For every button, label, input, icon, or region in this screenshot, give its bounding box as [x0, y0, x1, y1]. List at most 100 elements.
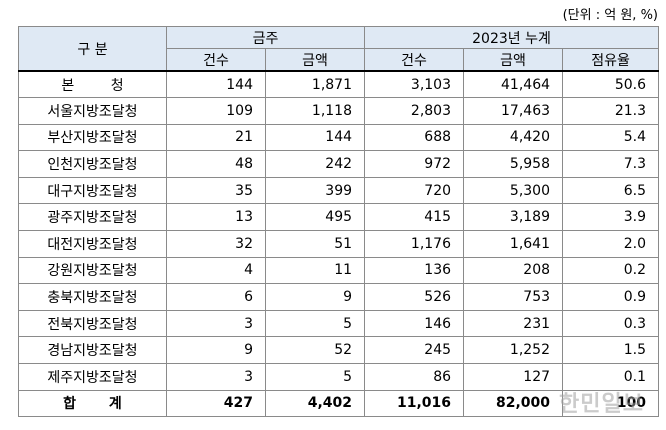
count-year-cell: 526	[364, 283, 465, 311]
table-row: 광주지방조달청 13 495 415 3,189 3.9	[18, 203, 660, 232]
table-row: 대전지방조달청 32 51 1,176 1,641 2.0	[18, 230, 660, 258]
count-week-cell: 35	[166, 176, 266, 205]
amount-week-cell: 5	[264, 309, 366, 338]
table-row: 합 계 427 4,402 11,016 82,000 100	[18, 389, 660, 418]
count-week-cell: 48	[166, 150, 266, 178]
count-week-cell: 13	[166, 203, 266, 232]
header-count-week: 건수	[166, 48, 266, 72]
amount-week-cell: 1,871	[264, 70, 366, 99]
amount-week-cell: 5	[264, 363, 366, 391]
row-name-cell: 충북지방조달청	[18, 283, 167, 311]
count-year-cell: 688	[364, 123, 465, 152]
table-row: 서울지방조달청 109 1,118 2,803 17,463 21.3	[18, 97, 660, 125]
share-cell: 5.4	[562, 123, 660, 152]
amount-week-cell: 11	[264, 256, 366, 285]
share-cell: 50.6	[562, 70, 660, 99]
table-row: 경남지방조달청 9 52 245 1,252 1.5	[18, 336, 660, 365]
amount-year-cell: 4,420	[463, 123, 564, 152]
count-week-cell: 6	[166, 283, 266, 311]
count-year-cell: 3,103	[364, 70, 465, 99]
amount-year-cell: 5,300	[463, 176, 564, 205]
amount-year-cell: 1,641	[463, 230, 564, 258]
table-row: 본 청 144 1,871 3,103 41,464 50.6	[18, 70, 660, 99]
count-year-cell: 11,016	[364, 389, 465, 418]
row-name-cell: 제주지방조달청	[18, 363, 167, 391]
table-row: 제주지방조달청 3 5 86 127 0.1	[18, 363, 660, 391]
amount-week-cell: 4,402	[264, 389, 366, 418]
amount-year-cell: 5,958	[463, 150, 564, 178]
table-row: 충북지방조달청 6 9 526 753 0.9	[18, 283, 660, 311]
share-cell: 3.9	[562, 203, 660, 232]
row-name-cell: 인천지방조달청	[18, 150, 167, 178]
amount-week-cell: 495	[264, 203, 366, 232]
amount-week-cell: 1,118	[264, 97, 366, 125]
row-name-cell: 강원지방조달청	[18, 256, 167, 285]
share-cell: 7.3	[562, 150, 660, 178]
count-week-cell: 144	[166, 70, 266, 99]
share-cell: 0.3	[562, 309, 660, 338]
count-year-cell: 245	[364, 336, 465, 365]
count-year-cell: 136	[364, 256, 465, 285]
amount-week-cell: 52	[264, 336, 366, 365]
count-week-cell: 21	[166, 123, 266, 152]
row-name-cell: 대전지방조달청	[18, 230, 167, 258]
header-amount-week: 금액	[264, 48, 366, 72]
count-week-cell: 4	[166, 256, 266, 285]
amount-year-cell: 41,464	[463, 70, 564, 99]
header-group-week: 금주	[165, 26, 366, 49]
count-week-cell: 9	[166, 336, 266, 365]
count-year-cell: 86	[364, 363, 465, 391]
count-week-cell: 3	[166, 309, 266, 338]
count-year-cell: 2,803	[364, 97, 465, 125]
table-row: 강원지방조달청 4 11 136 208 0.2	[18, 256, 660, 285]
count-year-cell: 972	[364, 150, 465, 178]
amount-year-cell: 1,252	[463, 336, 564, 365]
row-name-cell: 본 청	[18, 70, 167, 99]
row-name-cell: 서울지방조달청	[18, 97, 167, 125]
table-row: 인천지방조달청 48 242 972 5,958 7.3	[18, 150, 660, 178]
table-row: 전북지방조달청 3 5 146 231 0.3	[18, 309, 660, 338]
row-name-cell: 합 계	[18, 389, 167, 418]
count-week-cell: 109	[166, 97, 266, 125]
share-cell: 1.5	[562, 336, 660, 365]
table-row: 부산지방조달청 21 144 688 4,420 5.4	[18, 123, 660, 152]
row-name-cell: 전북지방조달청	[18, 309, 167, 338]
table-row: 대구지방조달청 35 399 720 5,300 6.5	[18, 176, 660, 205]
amount-year-cell: 3,189	[463, 203, 564, 232]
amount-week-cell: 144	[264, 123, 366, 152]
amount-year-cell: 231	[463, 309, 564, 338]
amount-year-cell: 753	[463, 283, 564, 311]
row-name-cell: 광주지방조달청	[18, 203, 167, 232]
header-amount-year: 금액	[463, 48, 564, 72]
watermark-logo: 한민일보	[559, 392, 644, 417]
share-cell: 6.5	[562, 176, 660, 205]
header-category: 구 분	[18, 26, 167, 72]
header-group-year: 2023년 누계	[364, 26, 660, 49]
amount-year-cell: 127	[463, 363, 564, 391]
procurement-table: 구 분 금주 2023년 누계 건수 금액 건수 금액 점유율 본 청 144 1,…	[18, 26, 660, 418]
count-week-cell: 32	[166, 230, 266, 258]
amount-week-cell: 51	[264, 230, 366, 258]
row-name-cell: 대구지방조달청	[18, 176, 167, 205]
header-row-group: 구 분 금주 2023년 누계	[18, 26, 660, 72]
amount-year-cell: 17,463	[463, 97, 564, 125]
share-cell: 100	[562, 389, 660, 418]
share-cell: 0.2	[562, 256, 660, 285]
amount-year-cell: 82,000	[463, 389, 564, 418]
count-year-cell: 1,176	[364, 230, 465, 258]
amount-week-cell: 9	[264, 283, 366, 311]
count-week-cell: 3	[166, 363, 266, 391]
amount-week-cell: 242	[264, 150, 366, 178]
count-week-cell: 427	[166, 389, 266, 418]
row-name-cell: 부산지방조달청	[18, 123, 167, 152]
share-cell: 2.0	[562, 230, 660, 258]
count-year-cell: 720	[364, 176, 465, 205]
amount-week-cell: 399	[264, 176, 366, 205]
header-row-sub: 건수 금액 건수 금액 점유율	[19, 48, 660, 72]
count-year-cell: 146	[364, 309, 465, 338]
amount-year-cell: 208	[463, 256, 564, 285]
header-count-year: 건수	[364, 48, 465, 72]
share-cell: 0.9	[562, 283, 660, 311]
row-name-cell: 경남지방조달청	[18, 336, 167, 365]
header-share: 점유율	[562, 48, 660, 72]
